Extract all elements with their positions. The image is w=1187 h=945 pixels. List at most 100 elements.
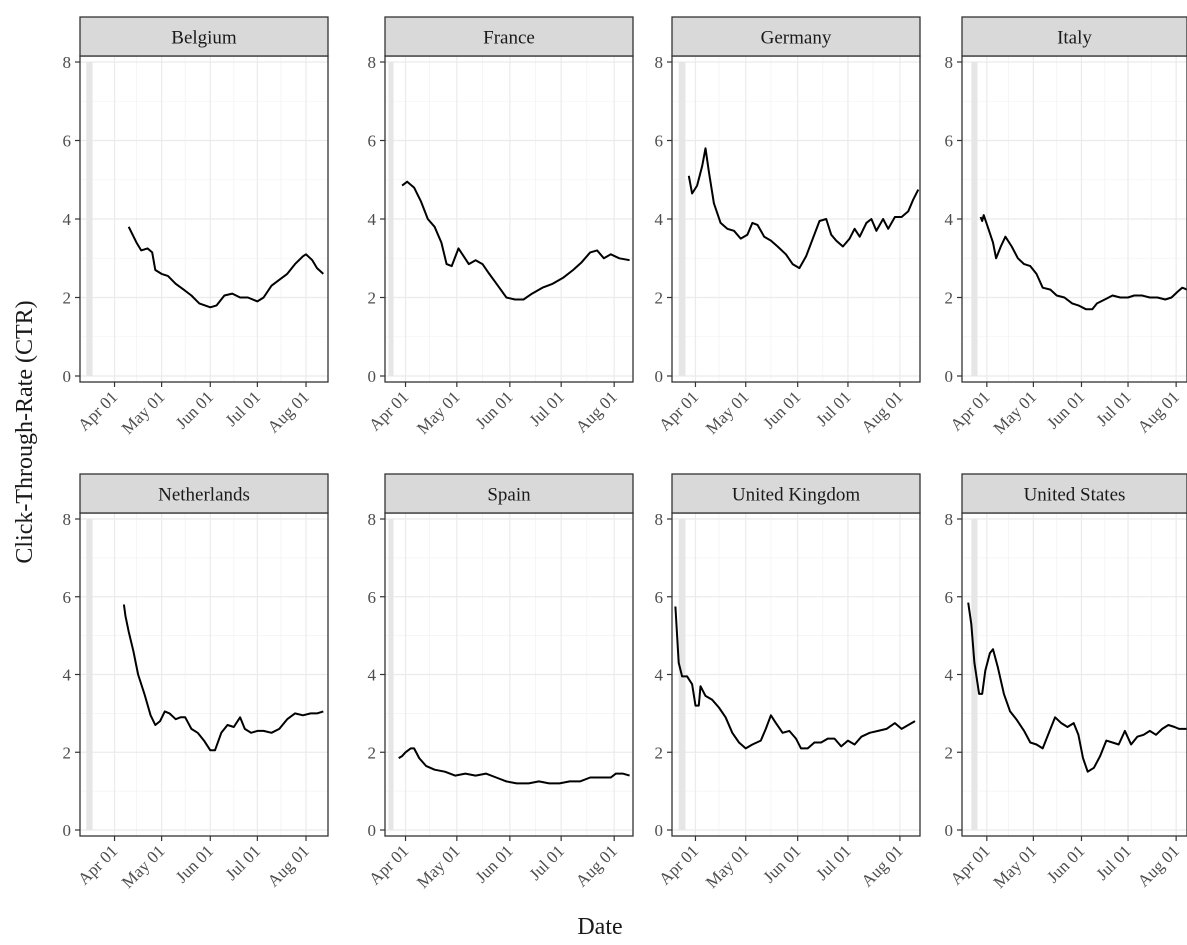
shaded-band — [86, 519, 93, 830]
y-tick-label: 0 — [63, 821, 72, 840]
facet-strip — [961, 16, 1187, 57]
facet-strip — [384, 16, 634, 57]
plot-area — [672, 513, 920, 836]
y-tick-label: 6 — [655, 132, 664, 151]
x-tick-label: Aug 01 — [1134, 387, 1183, 436]
facet-strip — [961, 473, 1187, 514]
y-tick-label: 8 — [945, 53, 954, 72]
x-tick-label: Apr 01 — [365, 387, 412, 434]
x-tick-label: Jun 01 — [759, 841, 804, 886]
x-tick-label: Aug 01 — [858, 387, 907, 436]
x-tick-label: May 01 — [118, 387, 169, 438]
x-tick-label: Apr 01 — [655, 841, 702, 888]
panel-united-kingdom: United Kingdom 0 2 4 6 8 Apr 01 May 01 Jun 01 Jul… — [655, 473, 921, 892]
series-line — [122, 604, 324, 752]
x-tick-label: Jul 01 — [812, 387, 854, 429]
panel-spain: Spain 0 2 4 6 8 Apr 01 May 01 Jun 01 Jul 01 Aug 01 — [365, 473, 634, 892]
y-tick-label: 6 — [63, 588, 72, 607]
x-tick-label: Jun 01 — [759, 387, 804, 432]
y-tick-label: 4 — [63, 210, 72, 229]
facet-strip — [79, 473, 329, 514]
facet-strip-label: Belgium — [171, 28, 237, 49]
panel-france: France 0 2 4 6 8 Apr 01 May 01 Jun 01 Jul 01 Aug 0… — [365, 16, 634, 438]
shaded-band — [971, 519, 978, 830]
facet-strip-label: Italy — [1057, 28, 1092, 49]
facet-strip-label: France — [483, 28, 535, 49]
y-tick-label: 8 — [655, 510, 664, 529]
y-tick-label: 8 — [655, 53, 664, 72]
y-tick-label: 4 — [63, 666, 72, 685]
x-tick-label: Aug 01 — [572, 387, 621, 436]
x-tick-label: Jul 01 — [812, 841, 854, 883]
y-tick-label: 2 — [368, 743, 377, 762]
y-tick-label: 6 — [368, 588, 377, 607]
x-tick-label: Aug 01 — [264, 387, 313, 436]
facet-strip-label: Germany — [761, 28, 832, 49]
y-tick-label: 0 — [368, 821, 377, 840]
y-tick-label: 4 — [368, 666, 377, 685]
x-tick-label: Jun 01 — [172, 387, 217, 432]
facet-strip-label: Netherlands — [158, 485, 250, 506]
y-tick-label: 4 — [655, 210, 664, 229]
y-tick-label: 6 — [655, 588, 664, 607]
x-tick-label: May 01 — [990, 841, 1041, 892]
y-tick-label: 0 — [63, 367, 72, 386]
plot-area — [385, 56, 633, 382]
y-tick-label: 2 — [63, 743, 72, 762]
y-tick-label: 6 — [368, 132, 377, 151]
x-tick-label: Jun 01 — [172, 841, 217, 886]
shaded-band — [971, 62, 978, 376]
x-tick-label: Jun 01 — [1043, 387, 1088, 432]
facet-strip — [79, 16, 329, 57]
y-tick-label: 0 — [655, 367, 664, 386]
y-tick-label: 4 — [368, 210, 377, 229]
x-tick-label: Aug 01 — [858, 841, 907, 890]
x-tick-label: Jul 01 — [526, 387, 568, 429]
x-tick-label: May 01 — [990, 387, 1041, 438]
y-tick-label: 8 — [368, 510, 377, 529]
series-line — [967, 602, 1187, 773]
x-tick-label: May 01 — [413, 841, 464, 892]
facet-strip — [671, 473, 921, 514]
x-tick-label: May 01 — [702, 387, 753, 438]
y-tick-label: 0 — [655, 821, 664, 840]
plot-area — [962, 56, 1187, 382]
series-line — [401, 180, 630, 301]
series-line — [127, 226, 324, 309]
x-tick-label: May 01 — [702, 841, 753, 892]
x-tick-label: Jul 01 — [1092, 841, 1134, 883]
y-tick-label: 2 — [655, 289, 664, 308]
y-tick-label: 2 — [655, 743, 664, 762]
x-tick-label: Jun 01 — [1043, 841, 1088, 886]
x-tick-label: May 01 — [413, 387, 464, 438]
y-tick-label: 8 — [63, 510, 72, 529]
y-tick-label: 0 — [945, 821, 954, 840]
plot-area — [672, 56, 920, 382]
plot-area — [80, 56, 328, 382]
facet-strip-label: Spain — [487, 485, 531, 506]
x-tick-label: Apr 01 — [946, 387, 993, 434]
x-tick-label: Jun 01 — [472, 387, 517, 432]
x-tick-label: May 01 — [118, 841, 169, 892]
x-tick-label: Apr 01 — [74, 387, 121, 434]
x-tick-label: Apr 01 — [946, 841, 993, 888]
y-tick-label: 6 — [945, 132, 954, 151]
series-line — [979, 214, 1187, 311]
x-tick-label: Jul 01 — [526, 841, 568, 883]
y-tick-label: 2 — [945, 289, 954, 308]
y-tick-label: 8 — [63, 53, 72, 72]
x-tick-label: Jul 01 — [222, 841, 264, 883]
shaded-band — [388, 519, 394, 830]
y-tick-label: 8 — [945, 510, 954, 529]
x-tick-label: Aug 01 — [572, 841, 621, 890]
y-tick-label: 2 — [63, 289, 72, 308]
series-line — [398, 747, 630, 785]
plot-area — [385, 513, 633, 836]
plot-area — [80, 513, 328, 836]
shaded-band — [388, 62, 394, 376]
